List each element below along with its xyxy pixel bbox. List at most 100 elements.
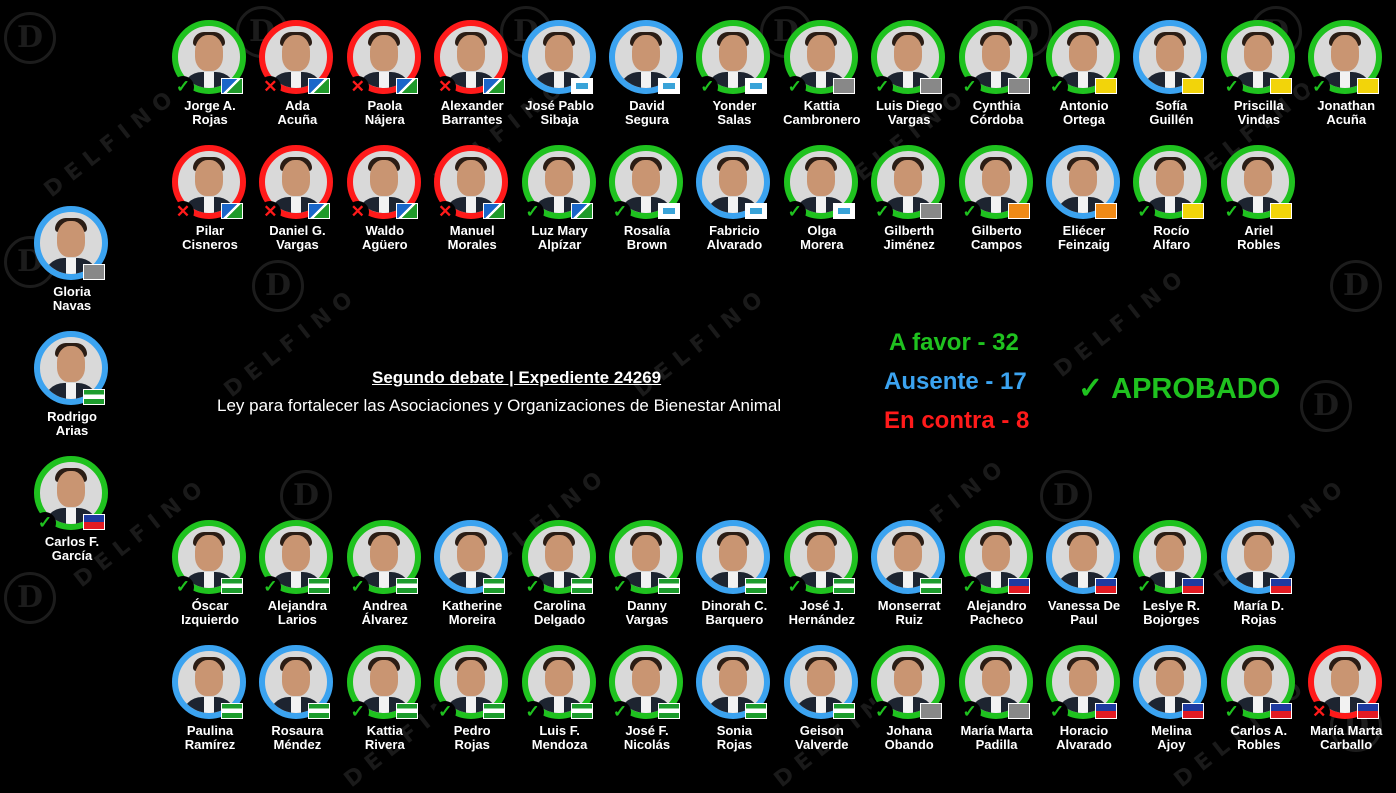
watermark-logo: D bbox=[280, 470, 332, 522]
party-flag-icon bbox=[570, 578, 593, 594]
deputy-photo bbox=[1046, 20, 1120, 94]
party-flag-icon bbox=[658, 78, 680, 94]
deputy-name: Waldo Agüero bbox=[362, 223, 408, 252]
deputy-name: Carlos A. Robles bbox=[1230, 723, 1288, 752]
deputy-photo bbox=[609, 20, 683, 94]
deputy-name: Andrea Álvarez bbox=[361, 598, 408, 627]
party-flag-icon bbox=[658, 703, 680, 719]
deputy-name: Yonder Salas bbox=[712, 98, 757, 127]
deputy-card: ✓ Luz Mary Alpízar bbox=[516, 145, 604, 265]
party-flag-icon bbox=[745, 203, 768, 219]
bill-subtitle: Ley para fortalecer las Asociaciones y O… bbox=[217, 396, 782, 415]
deputy-card: ✕ Ada Acuña bbox=[253, 20, 341, 140]
deputy-name: Óscar Izquierdo bbox=[181, 598, 239, 627]
vote-favor-icon: ✓ bbox=[609, 201, 631, 223]
deputy-card: ✓ Carolina Delgado bbox=[516, 520, 604, 640]
party-flag-icon bbox=[1007, 78, 1030, 94]
deputy-card: ✓ Priscilla Vindas bbox=[1215, 20, 1303, 140]
deputy-photo bbox=[696, 145, 771, 219]
vote-favor-icon: ✓ bbox=[1220, 701, 1243, 723]
deputy-card: ✕ Manuel Morales bbox=[428, 145, 516, 265]
deputy-name: Rocío Alfaro bbox=[1152, 223, 1191, 252]
party-flag-icon bbox=[832, 578, 855, 594]
party-flag-icon bbox=[1182, 203, 1205, 219]
deputy-name: Gilberth Jiménez bbox=[883, 223, 935, 252]
vote-favor-icon: ✓ bbox=[172, 76, 194, 98]
deputy-card: Dinorah C. Barquero bbox=[690, 520, 778, 640]
deputy-card: ✓ Yonder Salas bbox=[690, 20, 778, 140]
deputy-card: ✓ Luis F. Mendoza bbox=[516, 645, 604, 765]
deputy-photo bbox=[696, 520, 771, 594]
deputy-card: Melina Ajoy bbox=[1127, 645, 1215, 765]
party-flag-icon bbox=[483, 703, 506, 719]
party-flag-icon bbox=[221, 578, 243, 594]
deputy-name: Katherine Moreira bbox=[442, 598, 503, 627]
party-flag-icon bbox=[308, 703, 331, 719]
deputy-name: Paulina Ramírez bbox=[184, 723, 236, 752]
vote-favor-icon: ✓ bbox=[958, 576, 981, 598]
deputy-photo bbox=[521, 645, 596, 719]
deputy-name: Kattia Cambronero bbox=[783, 98, 861, 127]
watermark-logo: D bbox=[252, 260, 304, 312]
deputy-card: Gloria Navas bbox=[28, 206, 116, 326]
deputy-card: ✓ María Marta Padilla bbox=[953, 645, 1041, 765]
deputy-name: Gloria Navas bbox=[52, 284, 92, 313]
party-flag-icon bbox=[221, 203, 243, 219]
deputy-photo bbox=[783, 145, 858, 219]
deputy-photo bbox=[1220, 645, 1295, 719]
deputy-card: Rosaura Méndez bbox=[253, 645, 341, 765]
vote-against-icon: ✕ bbox=[259, 76, 282, 98]
deputy-card: ✓ Rosalía Brown bbox=[603, 145, 691, 265]
party-flag-icon bbox=[745, 703, 768, 719]
vote-favor-icon: ✓ bbox=[783, 201, 806, 223]
deputy-photo bbox=[609, 520, 683, 594]
deputy-name: Carlos F. García bbox=[44, 534, 100, 563]
party-flag-icon bbox=[1269, 203, 1292, 219]
deputy-card: ✓ Carlos A. Robles bbox=[1215, 645, 1303, 765]
deputy-name: Manuel Morales bbox=[447, 223, 497, 252]
deputy-name: Alejandra Larios bbox=[267, 598, 328, 627]
deputy-name: Priscilla Vindas bbox=[1233, 98, 1284, 127]
vote-favor-icon: ✓ bbox=[434, 701, 457, 723]
deputy-card: Vanessa De Paul bbox=[1040, 520, 1128, 640]
deputy-photo bbox=[696, 20, 771, 94]
deputy-card: ✓ Luis Diego Vargas bbox=[865, 20, 953, 140]
deputy-card: María D. Rojas bbox=[1215, 520, 1303, 640]
party-flag-icon bbox=[570, 703, 593, 719]
party-flag-icon bbox=[658, 578, 680, 594]
deputy-name: Alejandro Pacheco bbox=[966, 598, 1027, 627]
vote-favor-icon: ✓ bbox=[958, 201, 981, 223]
deputy-name: Ada Acuña bbox=[277, 98, 318, 127]
deputy-name: Geison Valverde bbox=[795, 723, 849, 752]
watermark-logo: D bbox=[4, 12, 56, 64]
deputy-name: Pedro Rojas bbox=[453, 723, 491, 752]
deputy-name: Jorge A. Rojas bbox=[184, 98, 236, 127]
deputy-card: ✓ Olga Morera bbox=[778, 145, 866, 265]
vote-favor-icon: ✓ bbox=[871, 701, 894, 723]
deputy-name: Monserrat Ruiz bbox=[877, 598, 941, 627]
deputy-card: Monserrat Ruiz bbox=[865, 520, 953, 640]
deputy-name: José Pablo Sibaja bbox=[525, 98, 594, 127]
deputy-photo bbox=[871, 520, 946, 594]
deputy-name: Sofía Guillén bbox=[1149, 98, 1194, 127]
watermark-logo: D bbox=[1330, 260, 1382, 312]
party-flag-icon bbox=[395, 578, 418, 594]
vote-favor-icon: ✓ bbox=[1046, 76, 1068, 98]
party-flag-icon bbox=[920, 78, 943, 94]
deputy-name: Horacio Alvarado bbox=[1056, 723, 1112, 752]
deputy-card: ✕ María Marta Carballo bbox=[1302, 645, 1390, 765]
deputy-name: Paola Nájera bbox=[364, 98, 405, 127]
vote-favor-icon: ✓ bbox=[958, 76, 981, 98]
deputy-card: ✓ Antonio Ortega bbox=[1040, 20, 1128, 140]
deputy-name: Ariel Robles bbox=[1237, 223, 1281, 252]
deputy-name: Rosaura Méndez bbox=[271, 723, 324, 752]
deputy-name: María D. Rojas bbox=[1233, 598, 1285, 627]
deputy-card: ✓ Jonathan Acuña bbox=[1302, 20, 1390, 140]
deputy-card: ✓ José F. Nicolás bbox=[603, 645, 691, 765]
party-flag-icon bbox=[1095, 703, 1117, 719]
result-label: APROBADO bbox=[1111, 373, 1281, 405]
deputy-name: Luz Mary Alpízar bbox=[531, 223, 588, 252]
party-flag-icon bbox=[920, 578, 943, 594]
party-flag-icon bbox=[570, 78, 593, 94]
vote-favor-icon: ✓ bbox=[871, 201, 894, 223]
